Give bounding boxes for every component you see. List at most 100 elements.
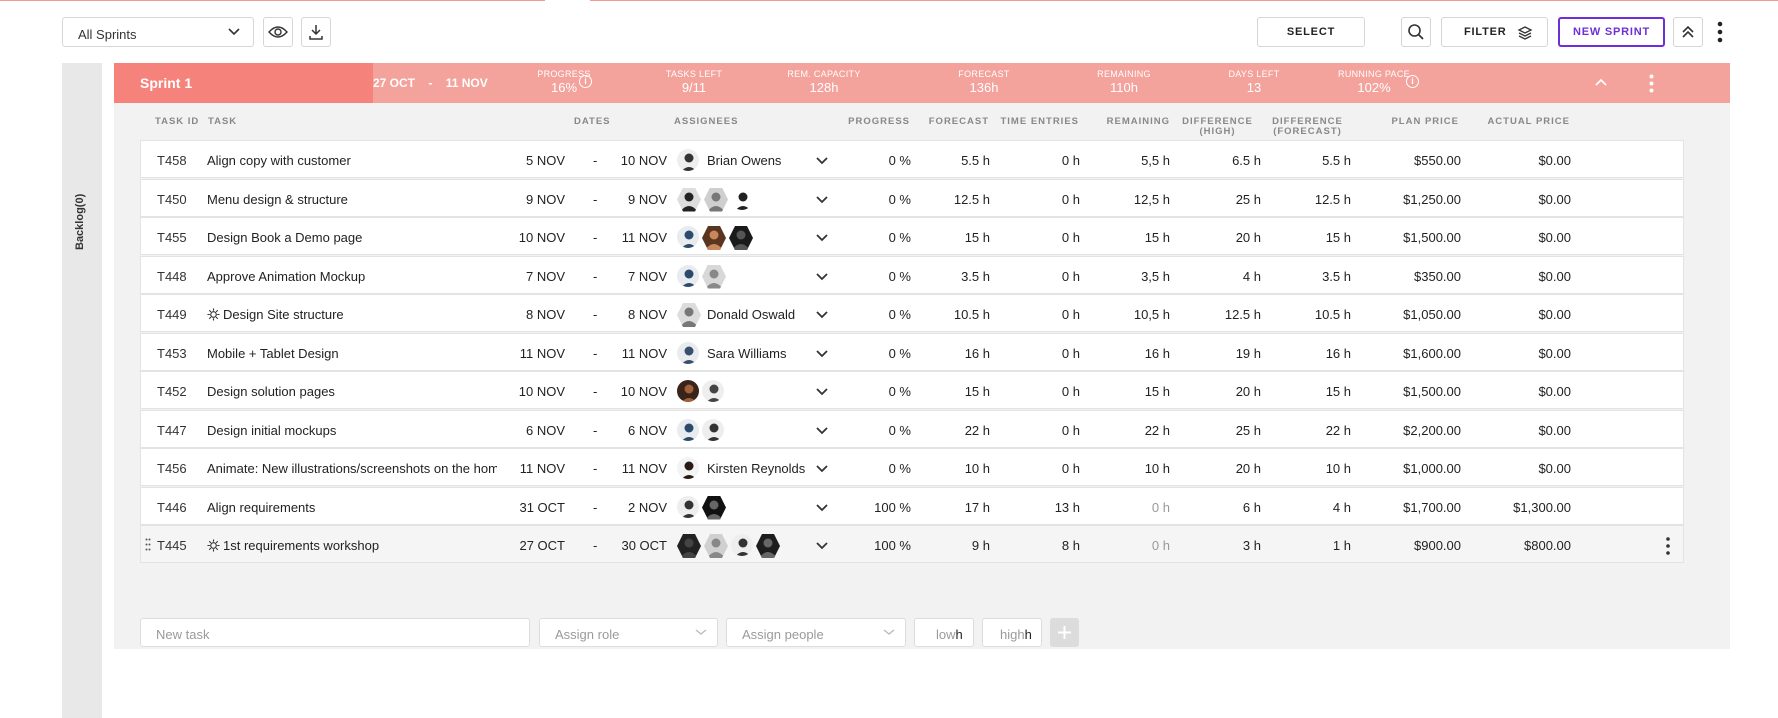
task-start-date[interactable]: 5 NOV	[525, 153, 565, 168]
task-start-date[interactable]: 11 NOV	[519, 461, 565, 476]
backlog-sidebar[interactable]: Backlog(0)	[62, 63, 102, 718]
task-start-date[interactable]: 27 OCT	[519, 538, 565, 553]
task-name-cell[interactable]: 1st requirements workshop	[207, 538, 497, 553]
task-name-cell[interactable]: Design solution pages	[207, 384, 497, 399]
task-end-date[interactable]: 6 NOV	[627, 422, 667, 438]
task-start-date[interactable]: 10 NOV	[518, 384, 565, 399]
task-remaining[interactable]: 22 h	[1144, 422, 1170, 438]
task-row[interactable]: T449 Design Site structure 8 NOV - 8 NOV…	[140, 294, 1684, 332]
task-remaining[interactable]: 12,5 h	[1133, 191, 1170, 207]
task-name-cell[interactable]: Align copy with customer	[207, 153, 497, 168]
chevron-down-icon[interactable]	[816, 463, 828, 473]
task-end-date[interactable]: 9 NOV	[627, 191, 667, 207]
task-remaining[interactable]: 3,5 h	[1141, 268, 1170, 284]
filter-button[interactable]: FILTER	[1441, 17, 1548, 47]
chevron-down-icon[interactable]	[816, 232, 828, 242]
estimate-low-input[interactable]: lowh	[914, 618, 974, 647]
task-remaining[interactable]: 16 h	[1144, 345, 1170, 361]
chevron-down-icon[interactable]	[816, 348, 828, 358]
task-row[interactable]: T448 Approve Animation Mockup 7 NOV - 7 …	[140, 255, 1684, 294]
task-name-cell[interactable]: Design initial mockups	[207, 423, 497, 438]
assignee-avatars[interactable]	[677, 534, 780, 558]
assignee-avatars[interactable]	[677, 457, 699, 479]
sprint-kebab-icon[interactable]	[1649, 74, 1654, 93]
chevron-down-icon[interactable]	[816, 155, 828, 165]
task-name-cell[interactable]: Approve Animation Mockup	[207, 269, 497, 284]
more-options-button[interactable]	[1717, 21, 1723, 43]
task-end-date[interactable]: 10 NOV	[620, 153, 667, 168]
task-remaining[interactable]: 15 h	[1144, 230, 1170, 245]
info-icon[interactable]: i	[1406, 75, 1419, 88]
drag-handle-icon[interactable]	[145, 538, 151, 551]
task-end-date[interactable]: 11 NOV	[621, 345, 667, 361]
task-name-cell[interactable]: Mobile + Tablet Design	[207, 346, 497, 361]
assignee-avatars[interactable]	[677, 418, 724, 441]
task-start-date[interactable]: 6 NOV	[525, 422, 565, 438]
task-end-date[interactable]: 7 NOV	[627, 268, 667, 284]
chevron-down-icon[interactable]	[816, 425, 828, 435]
chevron-up-icon[interactable]	[1594, 77, 1608, 87]
task-row[interactable]: T447 Design initial mockups 6 NOV - 6 NO…	[140, 409, 1684, 448]
task-end-date[interactable]: 8 NOV	[627, 307, 667, 322]
task-remaining[interactable]: 0 h	[1151, 499, 1170, 515]
task-start-date[interactable]: 10 NOV	[518, 230, 565, 245]
task-remaining[interactable]: 10,5 h	[1133, 307, 1170, 322]
task-row[interactable]: T450 Menu design & structure 9 NOV - 9 N…	[140, 178, 1684, 217]
task-row[interactable]: T445 1st requirements workshop 27 OCT - …	[140, 525, 1684, 563]
task-start-date[interactable]: 8 NOV	[525, 307, 565, 322]
download-button[interactable]	[301, 17, 331, 47]
task-start-date[interactable]: 7 NOV	[525, 268, 565, 284]
chevron-down-icon[interactable]	[816, 194, 828, 204]
task-remaining[interactable]: 15 h	[1144, 384, 1170, 399]
assign-role-select[interactable]: Assign role	[539, 618, 718, 647]
new-sprint-button[interactable]: NEW SPRINT	[1558, 17, 1665, 47]
chevron-down-icon[interactable]	[816, 271, 828, 281]
task-row[interactable]: T455 Design Book a Demo page 10 NOV - 11…	[140, 217, 1684, 255]
task-name-cell[interactable]: Design Book a Demo page	[207, 230, 497, 245]
task-end-date[interactable]: 11 NOV	[621, 230, 667, 245]
assignee-avatars[interactable]	[677, 341, 699, 364]
task-remaining[interactable]: 10 h	[1144, 461, 1170, 476]
collapse-all-button[interactable]	[1673, 17, 1703, 47]
task-row[interactable]: T456 Animate: New illustrations/screensh…	[140, 448, 1684, 486]
add-task-button[interactable]	[1050, 618, 1079, 647]
assignee-avatars[interactable]	[677, 380, 724, 402]
row-kebab-icon[interactable]	[1666, 537, 1670, 555]
task-name-cell[interactable]: Animate: New illustrations/screenshots o…	[207, 461, 497, 476]
assign-people-select[interactable]: Assign people	[726, 618, 906, 647]
task-row[interactable]: T458 Align copy with customer 5 NOV - 10…	[140, 140, 1684, 178]
task-end-date[interactable]: 11 NOV	[621, 461, 667, 476]
task-start-date[interactable]: 11 NOV	[519, 345, 565, 361]
assignee-avatars[interactable]	[677, 264, 726, 289]
task-remaining[interactable]: 5,5 h	[1141, 153, 1170, 168]
visibility-button[interactable]	[263, 17, 293, 47]
chevron-down-icon[interactable]	[816, 309, 828, 319]
info-icon[interactable]: i	[579, 75, 592, 88]
estimate-high-input[interactable]: highh	[982, 618, 1042, 647]
task-name-cell[interactable]: Align requirements	[207, 500, 497, 515]
sprint-filter-select[interactable]: All Sprints	[62, 17, 254, 47]
assignee-avatars[interactable]	[677, 187, 753, 212]
task-row[interactable]: T452 Design solution pages 10 NOV - 10 N…	[140, 371, 1684, 409]
new-task-input[interactable]: New task	[140, 618, 530, 647]
task-start-date[interactable]: 31 OCT	[519, 499, 565, 515]
task-row[interactable]: T453 Mobile + Tablet Design 11 NOV - 11 …	[140, 332, 1684, 371]
task-remaining[interactable]: 0 h	[1151, 538, 1170, 553]
task-row[interactable]: T446 Align requirements 31 OCT - 2 NOV 1…	[140, 486, 1684, 525]
chevron-down-icon[interactable]	[816, 502, 828, 512]
assignee-avatars[interactable]	[677, 303, 701, 327]
task-name-cell[interactable]: Design Site structure	[207, 307, 497, 322]
chevron-down-icon[interactable]	[816, 386, 828, 396]
assignee-avatars[interactable]	[677, 495, 726, 520]
task-end-date[interactable]: 30 OCT	[621, 538, 667, 553]
sprint-header[interactable]: Sprint 1 27 OCT - 11 NOV PROGRESS 16% i TA…	[114, 63, 1730, 103]
task-end-date[interactable]: 2 NOV	[627, 499, 667, 515]
select-button[interactable]: SELECT	[1257, 17, 1365, 47]
task-name-cell[interactable]: Menu design & structure	[207, 192, 497, 207]
chevron-down-icon[interactable]	[816, 540, 828, 550]
task-start-date[interactable]: 9 NOV	[525, 191, 565, 207]
search-button[interactable]	[1401, 17, 1431, 47]
assignee-avatars[interactable]	[677, 226, 753, 250]
assignee-avatars[interactable]	[677, 149, 699, 171]
task-end-date[interactable]: 10 NOV	[620, 384, 667, 399]
